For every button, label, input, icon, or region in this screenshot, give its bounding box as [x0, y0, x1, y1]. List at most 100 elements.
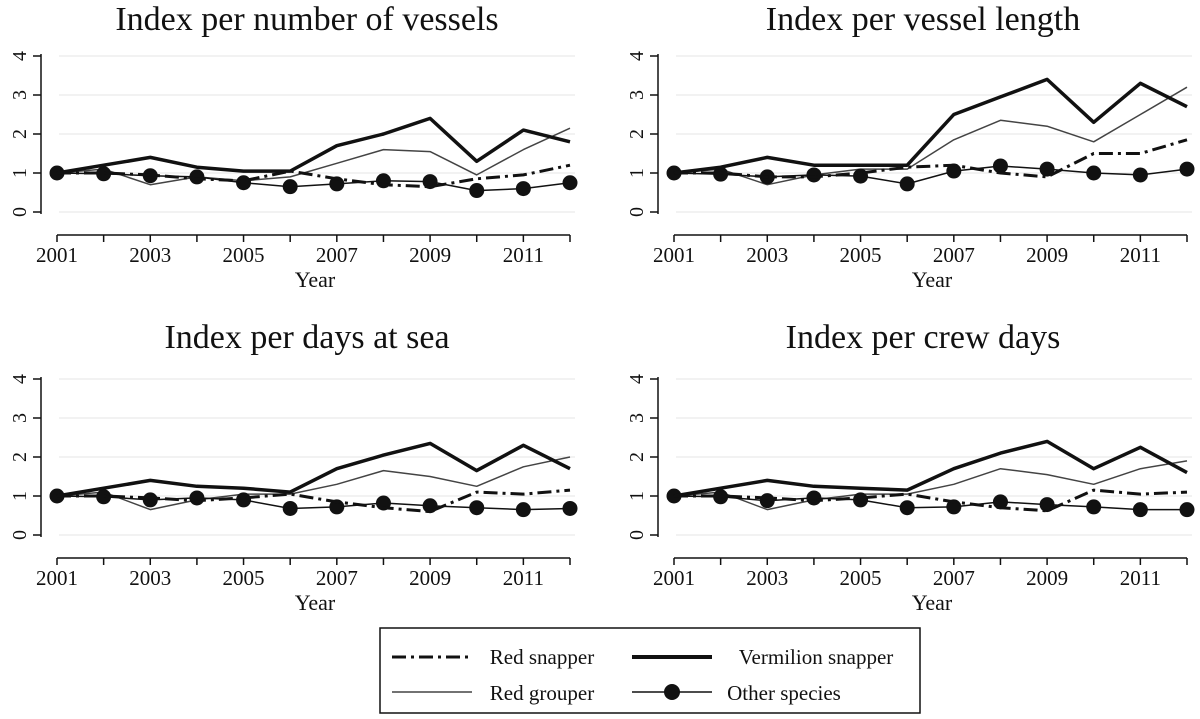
- series-line-red-grouper: [673, 460, 1188, 511]
- data-point-other-species: [236, 175, 252, 191]
- y-tick-label: 2: [626, 452, 648, 462]
- y-tick-label: 3: [626, 413, 648, 423]
- legend-label-vermilion-snapper: Vermilion snapper: [739, 645, 894, 669]
- series-line-other-species: [673, 495, 1187, 511]
- series-line-red-snapper: [57, 163, 571, 189]
- x-axis-label: Year: [295, 267, 336, 292]
- data-point-other-species: [1039, 161, 1055, 177]
- legend-box: [379, 627, 921, 714]
- x-tick-label: 2005: [223, 566, 265, 590]
- series-line-red-snapper: [674, 138, 1188, 179]
- y-tick-label: 3: [9, 90, 31, 100]
- y-tick-label: 0: [9, 207, 31, 217]
- data-point-other-species: [1086, 499, 1102, 515]
- series-line-vermilion-snapper: [673, 77, 1188, 175]
- data-point-other-species: [1086, 165, 1102, 181]
- y-tick-label: 2: [626, 129, 648, 139]
- x-axis-label: Year: [295, 590, 336, 615]
- x-tick-label: 2007: [933, 243, 975, 267]
- y-tick-label: 0: [626, 530, 648, 540]
- data-point-other-species: [992, 158, 1008, 174]
- series-line-vermilion-snapper: [56, 116, 571, 175]
- data-point-other-species: [282, 179, 298, 195]
- x-tick-label: 2007: [933, 566, 975, 590]
- x-tick-label: 2009: [409, 566, 451, 590]
- y-tick-label: 1: [626, 491, 648, 501]
- data-point-other-species: [562, 175, 578, 191]
- x-tick-label: 2003: [746, 243, 788, 267]
- data-point-other-species: [806, 490, 822, 506]
- data-point-other-species: [189, 490, 205, 506]
- data-point-other-species: [946, 163, 962, 179]
- x-axis-label: Year: [912, 590, 953, 615]
- data-point-other-species: [1179, 161, 1195, 177]
- data-point-other-species: [469, 500, 485, 516]
- panel-crew-days: Index per crew days Year 0 1 2 3 4 2001 2003 20…: [626, 319, 1195, 615]
- data-point-other-species: [236, 492, 252, 508]
- x-tick-label: 2001: [653, 566, 695, 590]
- x-tick-label: 2011: [503, 566, 544, 590]
- panel-days-at-sea: Index per days at sea Year 0 1 2 3 4 2001 2003…: [9, 319, 578, 615]
- data-point-other-species: [329, 499, 345, 515]
- series-line-other-species: [56, 172, 571, 192]
- data-point-other-species: [469, 183, 485, 199]
- series-line-red-grouper: [56, 456, 571, 511]
- panel-title: Index per vessel length: [766, 1, 1080, 38]
- x-tick-label: 2009: [1026, 243, 1068, 267]
- legend-swatch-other-species-marker: [664, 684, 680, 700]
- panel-vessels: Index per number of vessels Year 0 1 2 3 4 20…: [9, 1, 578, 292]
- series-line-vermilion-snapper: [56, 441, 571, 498]
- data-point-other-species: [899, 500, 915, 516]
- data-point-other-species: [515, 502, 531, 518]
- data-point-other-species: [759, 493, 775, 509]
- x-tick-label: 2001: [36, 566, 78, 590]
- panel-title: Index per days at sea: [164, 319, 449, 356]
- x-tick-label: 2001: [653, 243, 695, 267]
- y-tick-label: 0: [626, 207, 648, 217]
- data-point-other-species: [853, 492, 869, 508]
- y-tick-label: 0: [9, 530, 31, 540]
- y-tick-label: 1: [626, 168, 648, 178]
- series-line-other-species: [673, 165, 1188, 185]
- x-tick-label: 2009: [1026, 566, 1068, 590]
- x-tick-label: 2007: [316, 243, 358, 267]
- y-tick-label: 2: [9, 129, 31, 139]
- legend-label-other-species: Other species: [727, 681, 841, 705]
- series-line-vermilion-snapper: [673, 439, 1188, 498]
- series-line-red-grouper: [56, 127, 571, 186]
- data-point-other-species: [1132, 167, 1148, 183]
- data-point-other-species: [1179, 502, 1195, 518]
- data-point-other-species: [806, 167, 822, 183]
- legend-label-red-grouper: Red grouper: [490, 681, 594, 705]
- y-tick-label: 4: [9, 51, 31, 61]
- x-tick-label: 2009: [409, 243, 451, 267]
- x-axis-label: Year: [912, 267, 953, 292]
- y-tick-label: 2: [9, 452, 31, 462]
- x-tick-label: 2005: [223, 243, 265, 267]
- x-tick-label: 2005: [840, 243, 882, 267]
- y-tick-label: 1: [9, 491, 31, 501]
- series-line-red-snapper: [674, 488, 1188, 513]
- data-point-other-species: [899, 176, 915, 192]
- data-point-other-species: [562, 500, 578, 516]
- y-tick-label: 4: [626, 51, 648, 61]
- x-tick-label: 2005: [840, 566, 882, 590]
- legend: Red snapper Vermilion snapper Red groupe…: [379, 627, 921, 714]
- y-tick-label: 4: [626, 374, 648, 384]
- data-point-other-species: [1132, 502, 1148, 518]
- series-line-other-species: [56, 495, 571, 511]
- y-tick-label: 3: [626, 90, 648, 100]
- x-tick-label: 2011: [1120, 566, 1161, 590]
- legend-label-red-snapper: Red snapper: [490, 645, 594, 669]
- x-tick-label: 2001: [36, 243, 78, 267]
- y-tick-label: 1: [9, 168, 31, 178]
- data-point-other-species: [992, 494, 1008, 510]
- series-line-red-grouper: [673, 86, 1188, 186]
- data-point-other-species: [946, 499, 962, 515]
- x-tick-label: 2011: [1120, 243, 1161, 267]
- data-point-other-species: [329, 176, 345, 192]
- panel-vessel-length: Index per vessel length Year 0 1 2 3 4 2001 20…: [626, 1, 1195, 292]
- x-tick-label: 2003: [129, 243, 171, 267]
- series-line-red-snapper: [57, 488, 571, 514]
